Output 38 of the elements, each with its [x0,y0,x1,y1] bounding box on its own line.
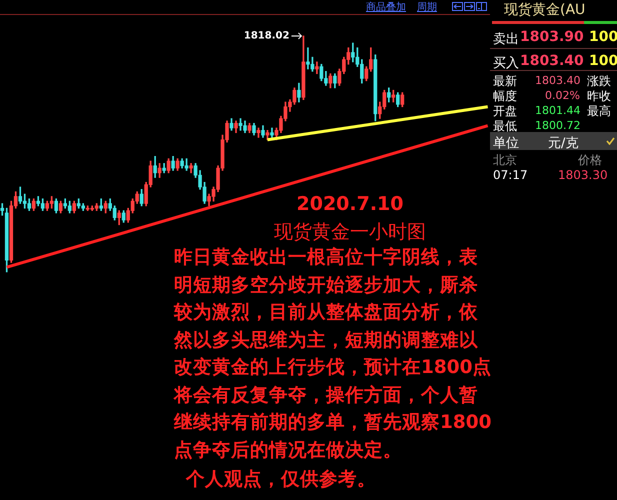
text: 1803.40 [520,53,584,69]
text: 0.02% [545,89,580,102]
text: 将会有反复争夺，操作方面，个人暂 [174,384,478,408]
text: 1803.90 [520,29,584,45]
text: 点争夺后的情况在做决定。 [174,438,402,462]
text: 幅度 [493,88,517,105]
text: 1801.44 [535,104,580,117]
text: 卖出 [493,31,519,48]
text: 最新 [493,73,517,90]
text: 个人观点，仅供参考。 [186,468,376,492]
text: 07:17 [493,168,528,182]
text: 价格 [578,152,602,169]
text: 改变黄金的上行步伐，预计在1800点 [174,356,492,380]
text: 1800.72 [535,119,580,132]
text: 现货黄金(AU [504,1,586,19]
text: 单位 [493,135,519,152]
candlestick [256,128,260,138]
text: 北京 [493,152,517,169]
text: 涨跌 [587,73,611,90]
text: 最低 [493,118,517,135]
text: 然以多头思维为主，短期的调整难以 [174,328,478,352]
text: 继续持有前期的多单，暂先观察1800 [174,411,492,435]
text: 昨收 [587,88,611,104]
text: 最高 [587,103,611,120]
text: 1803.40 [535,74,580,87]
text: 开盘 [493,103,517,120]
text: 1803.30 [558,168,608,182]
annotation: 1818.02 [244,30,290,42]
text: 明短期多空分歧开始逐步加大，厮杀 [174,274,478,298]
text: 元/克 [548,135,578,152]
candlestick [315,62,319,74]
text: 现货黄金一小时图 [273,220,427,245]
text: 买入 [493,55,519,72]
annotation: 昨日黄金收出一根高位十字阴线，表 [174,246,478,270]
text: 2020.7.10 [296,193,404,215]
text: 周期 [417,0,437,14]
text: 较为激烈，目前从整体盘面分析，依 [174,301,478,325]
text: 商品叠加 [366,0,406,14]
